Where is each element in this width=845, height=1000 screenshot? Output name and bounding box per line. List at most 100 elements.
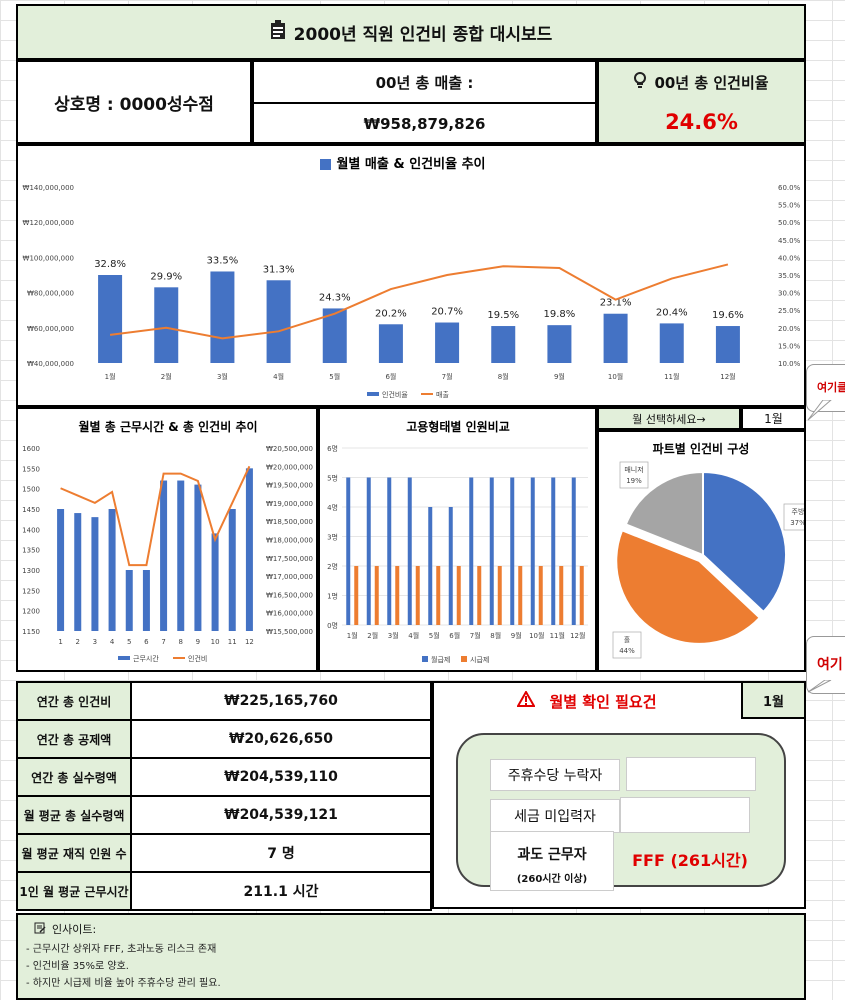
legend-label: 시급제	[470, 656, 489, 664]
y2-tick-label: ₩19,000,000	[266, 500, 313, 508]
y-tick-label: 5명	[327, 474, 338, 483]
x-tick-label: 8월	[498, 372, 509, 381]
pie-label-name: 매니저	[624, 465, 643, 474]
bar	[177, 480, 185, 631]
bar	[374, 566, 379, 625]
bar	[154, 287, 179, 363]
bar	[547, 325, 572, 363]
sales-cell: 00년 총 매출 : ₩958,879,826	[252, 60, 597, 144]
bar	[98, 275, 123, 363]
legend-label: 인건비	[188, 654, 207, 663]
labor-ratio-value: 24.6%	[665, 110, 738, 134]
summary-row: 1인 월 평균 근무시간 211.1 시간	[16, 871, 432, 911]
y-tick-label: 6명	[327, 444, 338, 453]
y-tick-label: ₩140,000,000	[23, 184, 74, 192]
x-tick-label: 9	[196, 638, 200, 646]
bar	[559, 566, 564, 625]
summary-value: 7 명	[130, 833, 432, 873]
x-tick-label: 6	[144, 638, 149, 646]
x-tick-label: 9월	[511, 631, 522, 640]
y2-tick-label: ₩20,000,000	[266, 463, 313, 471]
x-tick-label: 1월	[105, 372, 116, 381]
bar	[210, 271, 235, 363]
y-tick-label: ₩120,000,000	[23, 219, 74, 227]
y2-tick-label: 35.0%	[778, 272, 801, 280]
data-label: 19.6%	[712, 310, 744, 321]
y2-tick-label: 15.0%	[778, 342, 801, 350]
bar	[477, 566, 482, 625]
overtime-sublabel: (260시간 이상)	[516, 874, 588, 885]
insight-line: - 근무시간 상위자 FFF, 초과노동 리스크 존재	[26, 944, 217, 955]
x-tick-label: 2월	[367, 631, 378, 640]
bar	[142, 570, 150, 631]
y2-tick-label: ₩20,500,000	[266, 445, 313, 453]
x-tick-label: 6월	[385, 372, 396, 381]
bar	[603, 313, 628, 363]
y-tick-label: 1명	[327, 592, 338, 601]
summary-value: ₩204,539,110	[130, 757, 432, 797]
callout-text-1: 여기클	[817, 381, 845, 394]
y-tick-label: 1550	[22, 465, 40, 473]
summary-row: 연간 총 실수령액 ₩204,539,110	[16, 757, 432, 797]
y2-tick-label: 60.0%	[778, 184, 801, 192]
bar	[415, 566, 420, 625]
chart-title: 월별 매출 & 인건비율 추이	[336, 156, 485, 172]
summary-row: 연간 총 공제액 ₩20,626,650	[16, 719, 432, 759]
check-value-tax-missing	[620, 797, 750, 833]
legend-swatch	[173, 657, 185, 659]
company-name: 상호명 : 0000성수점	[54, 94, 214, 115]
bar	[354, 566, 359, 625]
y2-tick-label: ₩16,500,000	[266, 591, 313, 599]
check-value-weekly-allowance	[626, 757, 756, 791]
monthly-check-month[interactable]: 1월	[741, 683, 804, 719]
summary-label: 월 평균 재직 인원 수	[16, 833, 132, 873]
pie-slice	[615, 529, 762, 645]
bar	[510, 477, 515, 625]
summary-value: 211.1 시간	[130, 871, 432, 911]
bar	[571, 477, 576, 625]
y-tick-label: 4명	[327, 503, 338, 512]
bar	[659, 323, 684, 363]
bar	[491, 326, 516, 363]
month-select-dropdown[interactable]: 1월	[741, 407, 806, 430]
data-label: 24.3%	[319, 292, 351, 303]
data-label: 20.4%	[656, 307, 688, 318]
insight-title: 인사이트:	[52, 923, 97, 936]
x-tick-label: 2월	[161, 372, 172, 381]
x-tick-label: 10월	[608, 372, 623, 381]
pie-label-box	[612, 631, 642, 659]
y2-tick-label: ₩17,500,000	[266, 555, 313, 563]
legend-swatch	[118, 656, 130, 660]
x-tick-label: 12	[245, 638, 254, 646]
chart-panel-worktime: 월별 총 근무시간 & 총 인건비 추이 1150 1200 1250 1300 1350…	[16, 407, 318, 672]
data-label: 20.7%	[431, 307, 463, 318]
series-line	[109, 263, 729, 340]
y2-tick-label: 10.0%	[778, 360, 801, 368]
chart-monthly-sales: 월별 매출 & 인건비율 추이 ₩40,000,000 ₩60,000,000 ₩80…	[23, 156, 801, 399]
bar	[579, 566, 584, 625]
y2-tick-label: 25.0%	[778, 307, 801, 315]
insight-line: - 인건비율 35%로 양호.	[26, 961, 129, 972]
y2-tick-label: ₩18,500,000	[266, 518, 313, 526]
check-label-tax-missing: 세금 미입력자	[490, 799, 620, 833]
memo-icon	[34, 922, 46, 937]
x-tick-label: 10	[211, 638, 220, 646]
summary-label: 1인 월 평균 근무시간	[16, 871, 132, 911]
legend-label: 매출	[436, 390, 449, 399]
x-tick-label: 7	[161, 638, 165, 646]
pie-label-value: 37%	[790, 519, 804, 527]
dashboard-header: 2000년 직원 인건비 종합 대시보드	[16, 4, 806, 60]
summary-value: ₩20,626,650	[130, 719, 432, 759]
x-tick-label: 7월	[470, 631, 481, 640]
pie-label-box	[619, 461, 649, 489]
bar	[518, 566, 523, 625]
chart-title: 파트별 인건비 구성	[653, 441, 750, 456]
warning-icon	[516, 689, 537, 711]
pie-label-value: 44%	[619, 647, 635, 655]
y-tick-label: ₩60,000,000	[27, 325, 74, 333]
pie-label-value: 19%	[626, 477, 642, 485]
x-tick-label: 3	[93, 638, 97, 646]
insight-line: - 하지만 시급제 비율 높아 주휴수당 관리 필요.	[26, 978, 221, 989]
